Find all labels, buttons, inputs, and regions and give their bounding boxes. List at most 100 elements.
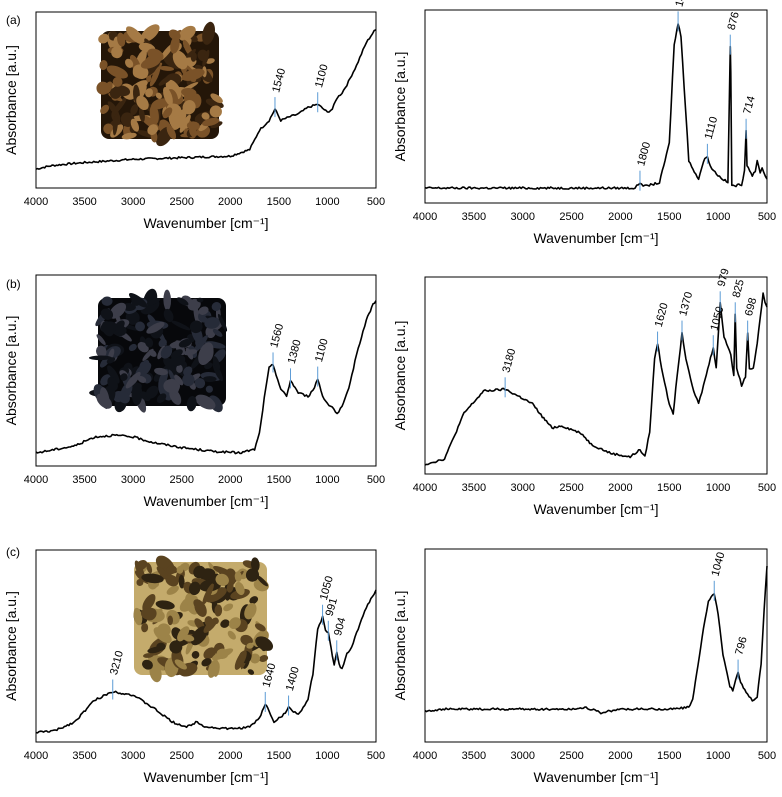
photo-particle xyxy=(209,105,222,118)
x-tick-label: 1500 xyxy=(267,196,291,208)
photo-particle xyxy=(223,603,234,612)
photo-particle xyxy=(142,348,154,362)
photo-particle xyxy=(167,615,174,626)
photo-particle xyxy=(207,659,219,678)
x-tick-label: 3000 xyxy=(510,211,534,223)
peak-label: 979 xyxy=(716,267,732,288)
x-tick-label: 2500 xyxy=(559,482,583,494)
photo-particle xyxy=(198,342,214,366)
photo-particle xyxy=(99,60,108,71)
photo-particle xyxy=(145,337,154,348)
sample-photo-black-char xyxy=(88,288,228,413)
photo-particle xyxy=(112,76,123,87)
photo-particle xyxy=(193,599,204,610)
x-tick-label: 3000 xyxy=(121,196,145,208)
y-axis-label: Absorbance [a.u.] xyxy=(392,321,408,431)
panel-label-b: (b) xyxy=(6,277,21,291)
photo-particle xyxy=(146,298,161,306)
photo-particle xyxy=(182,100,196,115)
x-tick-label: 1000 xyxy=(706,211,730,223)
photo-particle xyxy=(163,289,172,311)
photo-particle xyxy=(202,376,217,383)
photo-particle xyxy=(220,619,230,628)
y-axis-label: Absorbance [a.u.] xyxy=(3,45,19,155)
photo-particle xyxy=(256,575,268,587)
photo-particle xyxy=(166,565,177,575)
y-axis-label: Absorbance [a.u.] xyxy=(3,316,19,426)
plot-frame xyxy=(424,548,768,743)
x-tick-label: 4000 xyxy=(24,750,48,762)
photo-particle xyxy=(169,640,183,654)
photo-particle xyxy=(172,50,188,70)
peak-label: 876 xyxy=(726,11,742,32)
photo-particle xyxy=(188,581,201,596)
y-axis-label: Absorbance [a.u.] xyxy=(3,591,19,701)
photo-particle xyxy=(149,66,161,87)
peak-label: 1050 xyxy=(318,575,336,602)
photo-particle xyxy=(217,313,228,332)
x-tick-label: 3000 xyxy=(510,750,534,762)
x-tick-label: 2000 xyxy=(608,482,632,494)
photo-particle xyxy=(170,349,183,359)
photo-particle xyxy=(182,373,195,387)
photo-particle xyxy=(191,650,200,659)
photo-particle xyxy=(138,107,145,122)
photo-particle xyxy=(158,66,174,71)
photo-particle xyxy=(186,121,200,131)
peak-label: 1110 xyxy=(703,115,721,140)
x-axis-label: Wavenumber [cm⁻¹] xyxy=(143,215,268,231)
photo-particle xyxy=(117,32,126,47)
x-tick-label: 1500 xyxy=(657,482,681,494)
peak-label: 1400 xyxy=(284,666,302,693)
peak-label: 1800 xyxy=(635,141,653,168)
peak-label: 1380 xyxy=(286,338,304,365)
photo-particle xyxy=(137,375,147,384)
photo-particle xyxy=(205,587,227,603)
x-tick-label: 2500 xyxy=(169,196,193,208)
photo-particle xyxy=(234,650,247,670)
spectrum-line xyxy=(35,300,377,455)
photo-particle xyxy=(136,130,155,138)
photo-particle xyxy=(147,124,159,135)
photo-particle xyxy=(146,562,153,574)
photo-particle xyxy=(160,345,173,359)
peak-label: 904 xyxy=(332,616,348,637)
photo-particle xyxy=(142,659,153,670)
photo-particle xyxy=(202,21,216,45)
photo-particle xyxy=(107,376,118,391)
photo-particle xyxy=(201,112,210,120)
spectrum-line xyxy=(424,23,768,190)
x-tick-label: 3500 xyxy=(462,211,486,223)
peak-label: 1040 xyxy=(710,551,728,578)
photo-particle xyxy=(140,24,160,42)
photo-particle xyxy=(142,594,156,612)
photo-particle xyxy=(96,81,110,95)
x-tick-label: 1000 xyxy=(315,196,339,208)
photo-particle xyxy=(162,107,173,119)
sample-photo-seed-husks xyxy=(133,555,274,683)
photo-particle xyxy=(165,574,179,587)
photo-particle xyxy=(144,607,157,621)
x-tick-label: 3500 xyxy=(72,474,96,486)
peak-label: 3210 xyxy=(108,650,126,677)
photo-particle xyxy=(216,648,229,660)
photo-particle xyxy=(103,123,114,135)
x-tick-label: 1000 xyxy=(315,474,339,486)
photo-particle xyxy=(255,636,274,651)
x-tick-label: 3000 xyxy=(121,750,145,762)
photo-particle xyxy=(226,582,234,593)
photo-particle xyxy=(149,663,162,683)
x-tick-label: 3500 xyxy=(462,750,486,762)
photo-particle xyxy=(131,296,141,306)
photo-particle xyxy=(163,308,174,323)
x-tick-label: 2500 xyxy=(559,750,583,762)
photo-particle xyxy=(107,365,120,384)
photo-particle xyxy=(133,607,143,626)
photo-particle xyxy=(120,373,128,381)
photo-particle xyxy=(100,104,110,115)
x-tick-label: 2500 xyxy=(169,750,193,762)
photo-particle xyxy=(166,125,177,140)
x-tick-label: 4000 xyxy=(413,750,437,762)
x-tick-label: 3500 xyxy=(462,482,486,494)
peak-label: 1100 xyxy=(313,337,331,363)
